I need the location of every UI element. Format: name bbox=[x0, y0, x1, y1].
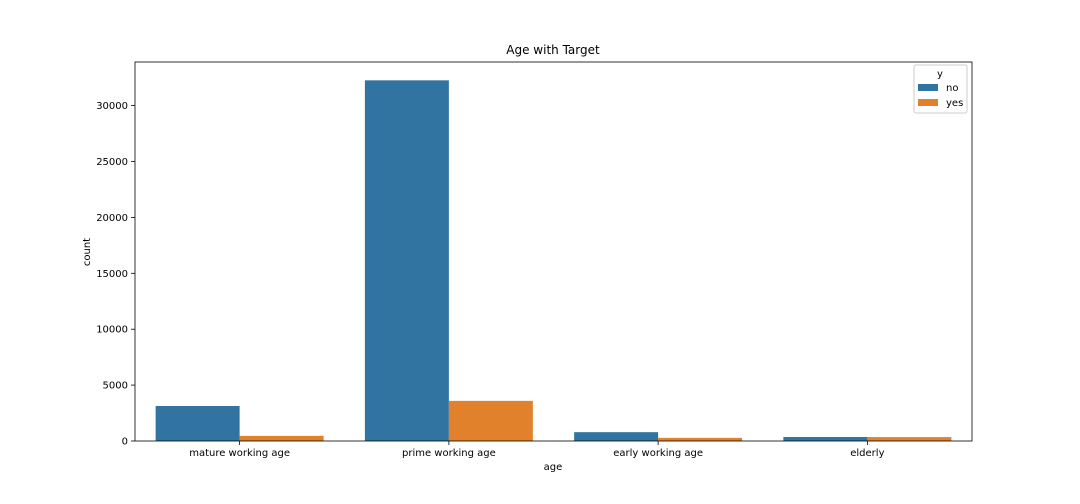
y-tick-label: 30000 bbox=[96, 101, 128, 112]
x-tick-label: prime working age bbox=[402, 448, 496, 459]
x-tick-label: early working age bbox=[613, 448, 703, 459]
bar-yes-early-working-age bbox=[658, 437, 743, 441]
bar-no-elderly bbox=[783, 436, 868, 441]
legend-title: y bbox=[937, 69, 943, 80]
bar-no-early-working-age bbox=[574, 432, 659, 441]
legend-label-no: no bbox=[946, 83, 958, 94]
bar-no-prime-working-age bbox=[364, 80, 449, 441]
x-axis-ticks: mature working age prime working age early… bbox=[189, 441, 885, 459]
legend-items: no yes bbox=[918, 83, 963, 109]
legend-label-yes: yes bbox=[946, 98, 963, 109]
y-tick-label: 15000 bbox=[96, 269, 128, 280]
y-tick-label: 5000 bbox=[103, 381, 128, 392]
y-tick-label: 25000 bbox=[96, 157, 128, 168]
y-axis-ticks: 0 5000 10000 15000 20000 25000 30000 bbox=[96, 101, 135, 448]
y-tick-label: 10000 bbox=[96, 325, 128, 336]
bars-group bbox=[155, 80, 952, 441]
legend: y no yes bbox=[913, 64, 968, 114]
bar-yes-elderly bbox=[867, 437, 952, 441]
x-tick-label: mature working age bbox=[189, 448, 290, 459]
plot-frame bbox=[134, 61, 973, 442]
bar-yes-prime-working-age bbox=[448, 400, 533, 441]
x-axis-label: age bbox=[544, 462, 563, 473]
x-tick-label: elderly bbox=[850, 448, 884, 459]
y-tick-label: 0 bbox=[122, 437, 128, 448]
legend-swatch-no bbox=[918, 84, 938, 91]
legend-swatch-yes bbox=[918, 99, 938, 106]
y-axis-label: count bbox=[82, 238, 93, 266]
bar-yes-mature-working-age bbox=[239, 435, 324, 441]
bar-no-mature-working-age bbox=[155, 406, 240, 441]
chart-title: Age with Target bbox=[506, 43, 600, 57]
y-tick-label: 20000 bbox=[96, 213, 128, 224]
